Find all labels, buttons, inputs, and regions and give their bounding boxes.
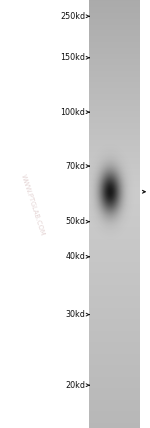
Text: WWW.PTGLAB.COM: WWW.PTGLAB.COM [20,174,46,237]
Text: 30kd: 30kd [66,310,85,319]
Text: 50kd: 50kd [66,217,85,226]
Text: 100kd: 100kd [61,107,85,117]
Text: 40kd: 40kd [66,252,85,262]
Text: 20kd: 20kd [66,380,85,390]
Text: 150kd: 150kd [60,53,86,62]
Text: 70kd: 70kd [66,161,85,171]
Text: 250kd: 250kd [60,12,86,21]
